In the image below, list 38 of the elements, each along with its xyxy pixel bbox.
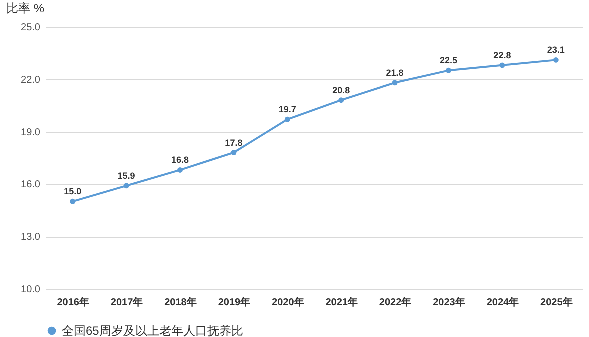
data-label: 22.8 [494, 50, 512, 60]
x-tick-label: 2024年 [486, 296, 520, 308]
data-label: 21.8 [386, 68, 404, 78]
y-tick-label: 10.0 [21, 284, 41, 296]
point [178, 167, 183, 173]
point [500, 62, 506, 68]
x-tick-label: 2022年 [379, 296, 412, 308]
data-label: 23.1 [547, 45, 565, 56]
x-tick-label: 2018年 [164, 296, 197, 308]
x-tick-label: 2021年 [326, 296, 358, 308]
data-label: 16.8 [171, 155, 190, 166]
point [446, 68, 452, 74]
x-tick-label: 2020年 [272, 296, 304, 308]
point [231, 150, 237, 156]
x-tick-label: 2016年 [57, 296, 90, 308]
x-tick-label: 2017年 [110, 296, 144, 308]
y-tick-label: 22.0 [21, 74, 41, 86]
point [553, 57, 559, 63]
data-label: 15.9 [118, 170, 136, 181]
data-label: 20.8 [332, 85, 350, 96]
x-tick-label: 2025年 [540, 296, 573, 308]
point [338, 98, 344, 104]
data-label: 17.8 [225, 138, 243, 148]
legend-label: 全国65周岁及以上老年人口抚养比 [62, 324, 244, 337]
y-tick-label: 13.0 [21, 232, 41, 244]
y-tick-label: 25.0 [21, 22, 41, 34]
data-label: 22.5 [440, 56, 458, 66]
data-label: 15.0 [64, 186, 82, 197]
x-tick-label: 2019年 [218, 296, 251, 308]
y-tick-label: 16.0 [21, 180, 41, 191]
point [124, 183, 130, 189]
point [392, 80, 398, 86]
data-label: 19.7 [278, 104, 296, 115]
point [284, 116, 290, 122]
y-axis-title: 比率 % [6, 2, 45, 16]
point [70, 198, 76, 204]
y-tick-label: 19.0 [21, 127, 41, 138]
x-tick-label: 2023年 [433, 296, 466, 308]
